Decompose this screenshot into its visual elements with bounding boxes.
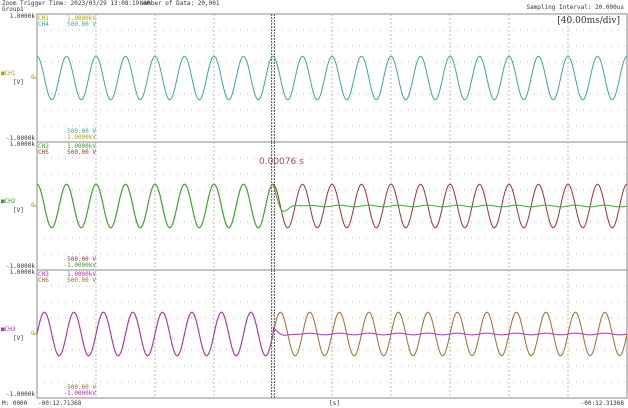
legend-neg: -500.00 V — [63, 384, 96, 391]
legend-ch: CH2 — [38, 143, 49, 150]
cursor-readout: 0.00076 s — [259, 157, 304, 167]
legend-scale: 1.0000kV — [67, 271, 96, 278]
channel-label: ■CH2 — [1, 198, 16, 205]
unit-label: [V] — [13, 207, 24, 214]
legend-neg: -500.00 V — [63, 256, 96, 263]
zero-label: 0 — [31, 74, 35, 81]
legend-neg: -1.0000kV — [63, 134, 96, 141]
zero-label: 0 — [31, 330, 35, 337]
y-bottom-label: -1.0000k — [6, 135, 35, 142]
y-top-label: 1.0000k — [9, 13, 35, 20]
y-bottom-label: -1.0000k — [6, 263, 35, 270]
trace-ch3 — [36, 311, 628, 357]
legend-ch: CH5 — [38, 149, 49, 156]
legend-scale: 1.0000kV — [67, 15, 96, 22]
legend-scale: 500.00 V — [67, 277, 96, 284]
legend-neg: -1.0000kV — [63, 262, 96, 269]
channel-label: ■CH1 — [1, 70, 16, 77]
trigger-time: Zoom Trigger Time: 2023/03/29 13:08:19.4… — [2, 0, 151, 7]
legend-ch: CH3 — [38, 271, 49, 278]
x-start: -00:12.71368 — [38, 400, 82, 407]
data-count: Number of Data: 20,001 — [140, 0, 220, 7]
legend-ch: CH4 — [38, 21, 49, 28]
zero-label: 0 — [31, 202, 35, 209]
y-top-label: 1.0000k — [9, 141, 35, 148]
unit-label: [V] — [13, 79, 24, 86]
x-unit: [s] — [329, 400, 340, 407]
legend-neg: -500.00 V — [63, 128, 96, 135]
y-bottom-label: -1.0000k — [6, 391, 35, 398]
legend-ch: CH1 — [38, 15, 49, 22]
sampling-interval: Sampling Interval: 20.000us — [526, 4, 624, 11]
timebase: [40.00ms/div] — [557, 16, 620, 26]
trace-ch4 — [36, 55, 628, 101]
group-label: Group1 — [2, 6, 24, 13]
legend-scale: 500.00 V — [67, 149, 96, 156]
legend-neg: -1.0000kV — [63, 390, 96, 397]
unit-label: [V] — [13, 335, 24, 342]
marker-label: M: 0000 — [2, 400, 28, 407]
legend-ch: CH6 — [38, 277, 49, 284]
legend-scale: 500.00 V — [67, 21, 96, 28]
channel-label: ■CH3 — [1, 326, 16, 333]
legend-scale: 1.0000kV — [67, 143, 96, 150]
trace-ch2 — [36, 183, 628, 229]
y-top-label: 1.0000k — [9, 269, 35, 276]
x-end: -00:12.31368 — [580, 400, 624, 407]
